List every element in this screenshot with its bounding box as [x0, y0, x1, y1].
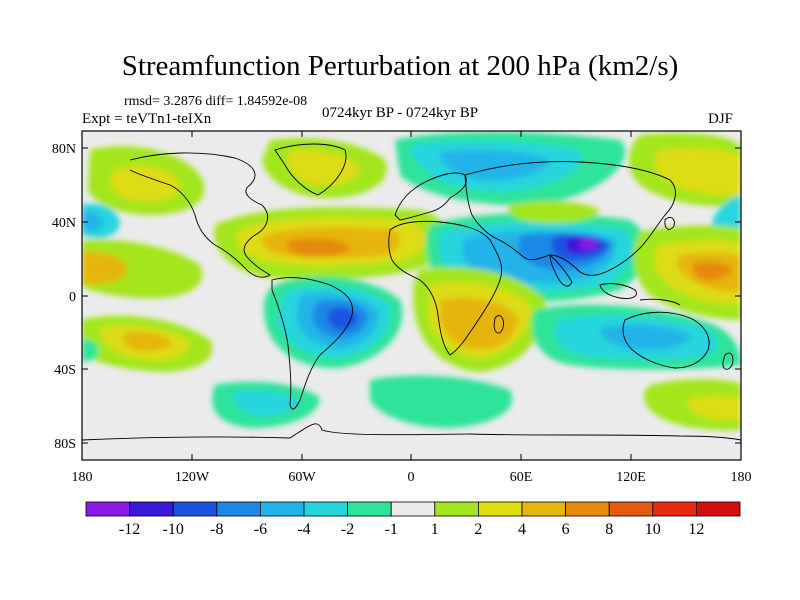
colorbar-label: -6 — [254, 521, 267, 538]
lat-label: 80N — [52, 142, 76, 157]
lon-label: 60W — [288, 470, 316, 485]
anomaly-region — [110, 165, 180, 202]
colorbar-swatch — [85, 501, 130, 517]
anomaly-region — [123, 332, 172, 351]
lon-label: 120W — [175, 470, 210, 485]
anomaly-region — [82, 339, 99, 362]
coastline-europe — [394, 172, 467, 221]
colorbar-label: -4 — [297, 521, 310, 538]
lat-label: 40N — [52, 216, 76, 231]
lon-label: 60E — [510, 470, 533, 485]
colorbar-swatch — [347, 501, 392, 517]
colorbar-swatch — [172, 501, 218, 517]
anomaly-region — [287, 149, 360, 186]
chart-title: Streamfunction Perturbation at 200 hPa (… — [121, 50, 679, 82]
lon-label: 180 — [72, 470, 93, 485]
streamfunction-field — [82, 131, 741, 460]
anomaly-region — [82, 211, 104, 231]
colorbar-swatch — [477, 501, 523, 517]
colorbar-label: -10 — [163, 521, 184, 538]
colorbar-label: 1 — [431, 521, 439, 538]
coastline-india — [549, 254, 573, 287]
colorbar-label: -12 — [119, 521, 140, 538]
coastline-north-america — [129, 152, 271, 278]
lat-label: 0 — [69, 290, 76, 305]
coastline-new-zealand — [722, 352, 734, 370]
coastline-antarctica — [82, 423, 741, 441]
colorbar-label: -1 — [385, 521, 398, 538]
coastline-maritime — [599, 283, 681, 306]
coastlines — [82, 143, 741, 441]
colorbar-swatch — [434, 501, 479, 517]
season-label: DJF — [708, 111, 734, 127]
period-label: 0724kyr BP - 0724kyr BP — [322, 105, 479, 121]
colorbar-label: 2 — [474, 521, 482, 538]
colorbar-swatch — [608, 501, 654, 517]
colorbar-swatch — [216, 501, 261, 517]
anomaly-region — [440, 297, 518, 350]
colorbar-swatch — [129, 501, 174, 517]
colorbar-swatch — [696, 501, 741, 517]
anomaly-region — [687, 395, 741, 421]
coastline-japan — [664, 217, 675, 230]
coastline-madagascar — [493, 315, 504, 334]
anomaly-region — [654, 148, 741, 196]
colorbar-swatch — [652, 501, 697, 517]
anomaly-region — [600, 324, 690, 350]
anomaly-region — [82, 239, 202, 299]
colorbar-label: 10 — [645, 521, 661, 538]
colorbar-label: 6 — [562, 521, 570, 538]
coastline-asia — [464, 161, 676, 276]
colorbar-swatch — [259, 501, 305, 517]
anomaly-region — [327, 307, 358, 330]
lat-axis: 80N 40N 0 40S 80S — [52, 142, 741, 452]
stats-label: rmsd= 3.2876 diff= 1.84592e-08 — [124, 94, 308, 109]
lat-label: 40S — [54, 363, 76, 378]
coastline-south-america — [271, 277, 353, 410]
lon-label: 0 — [408, 470, 415, 485]
anomaly-region — [508, 200, 600, 224]
lon-label: 180 — [731, 470, 752, 485]
anomaly-region — [370, 375, 513, 428]
anomaly-region — [579, 239, 598, 250]
colorbar-label: 4 — [518, 521, 526, 538]
lon-label: 120E — [616, 470, 646, 485]
anomaly-region — [440, 150, 550, 181]
coastline-africa — [388, 220, 503, 356]
colorbar-swatch — [565, 501, 610, 517]
anomaly-region — [692, 261, 732, 281]
coastline-greenland — [274, 143, 347, 196]
anomaly-region — [287, 238, 350, 257]
colorbar-label: -8 — [210, 521, 223, 538]
colorbar-label: 12 — [688, 521, 704, 538]
colorbar-swatch — [390, 501, 436, 517]
colorbar-swatch — [521, 501, 566, 517]
coastline-australia — [622, 311, 710, 369]
lon-axis: 180 120W 60W 0 60E 120E 180 — [72, 131, 752, 485]
lat-label: 80S — [54, 437, 76, 452]
colorbar-label: -2 — [341, 521, 354, 538]
anomaly-region — [82, 251, 128, 285]
colorbar-label: 8 — [605, 521, 613, 538]
colorbar: -12 -10 -8 -6 -4 -2 -1 1 2 4 6 8 10 12 — [85, 501, 741, 538]
colorbar-swatch — [303, 501, 348, 517]
anomaly-region — [233, 390, 300, 417]
experiment-label: Expt = teVTn1-teIXn — [82, 111, 212, 127]
